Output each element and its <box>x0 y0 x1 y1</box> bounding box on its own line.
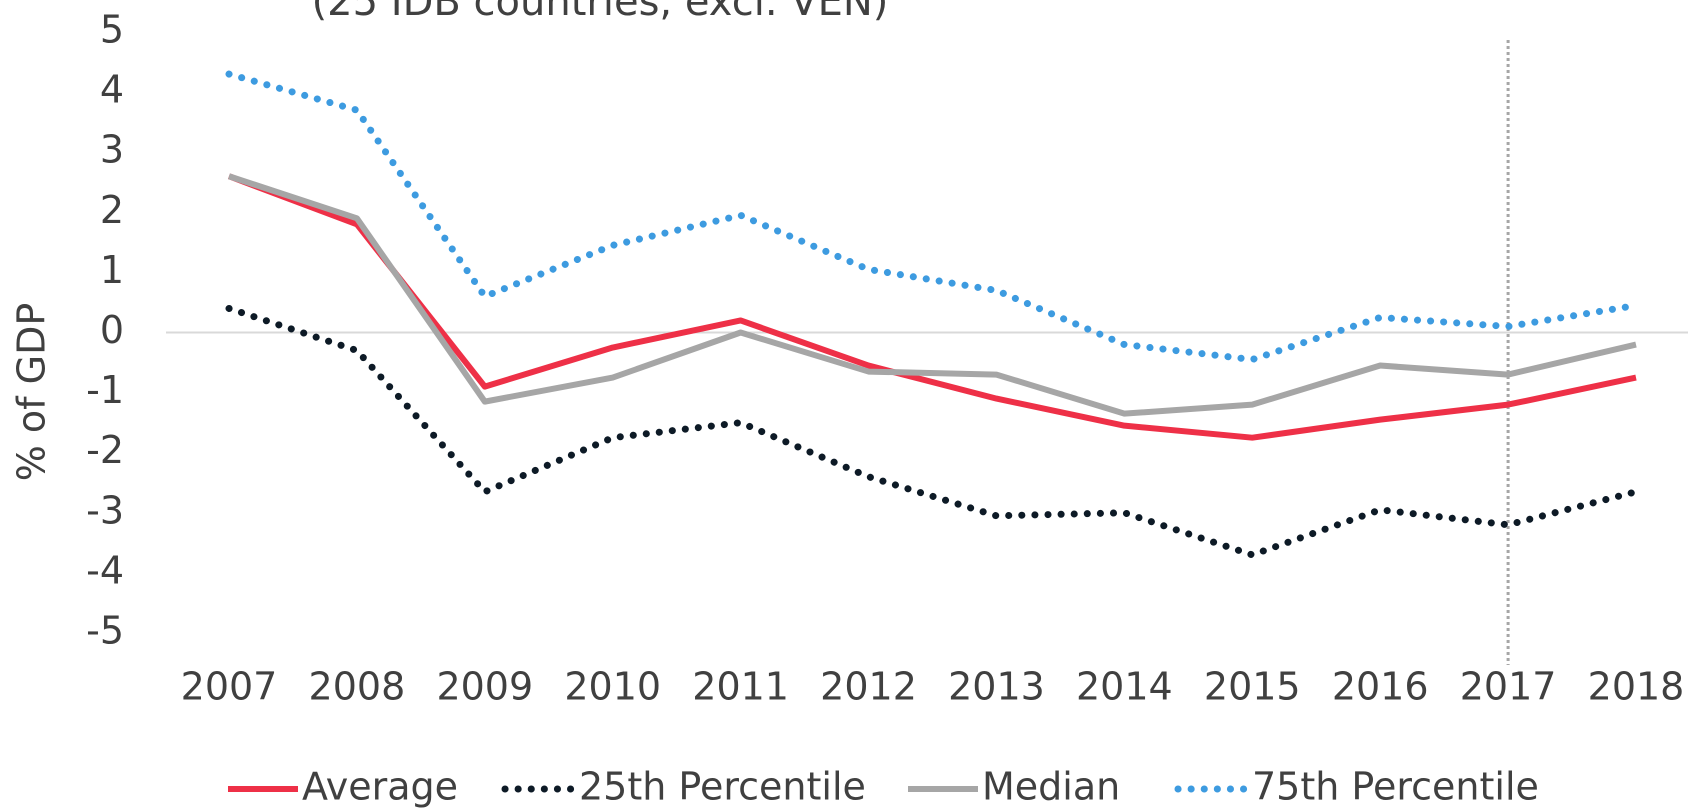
x-tick-label: 2007 <box>181 665 278 709</box>
x-tick-label: 2010 <box>564 665 661 709</box>
series-line <box>228 173 1637 417</box>
x-tick-label: 2013 <box>948 665 1045 709</box>
y-tick-label: -5 <box>86 609 124 653</box>
y-tick-label: 0 <box>100 308 124 352</box>
y-tick-label: 3 <box>100 128 124 172</box>
y-tick-label: 4 <box>100 68 124 112</box>
x-tick-label: 2017 <box>1460 665 1557 709</box>
y-axis-label: % of GDP <box>10 303 54 482</box>
chart-subtitle: (25 IDB countries, excl. VEN) <box>312 0 889 25</box>
y-tick-label: -1 <box>86 368 124 412</box>
x-tick-label: 2015 <box>1204 665 1301 709</box>
x-tick-label: 2018 <box>1588 665 1685 709</box>
legend-label: 75th Percentile <box>1252 765 1539 809</box>
x-tick-label: 2011 <box>692 665 789 709</box>
series-line <box>225 304 1640 559</box>
series-line <box>225 70 1640 364</box>
x-tick-label: 2009 <box>436 665 533 709</box>
y-tick-label: 2 <box>100 188 124 232</box>
y-tick-label: -2 <box>86 428 124 472</box>
legend-label: Median <box>982 765 1120 809</box>
legend-label: 25th Percentile <box>579 765 866 809</box>
series-line <box>227 173 1637 441</box>
y-tick-label: -4 <box>86 548 124 592</box>
x-tick-label: 2012 <box>820 665 917 709</box>
legend-label: Average <box>302 765 458 809</box>
y-tick-label: 1 <box>100 248 124 292</box>
x-tick-label: 2014 <box>1076 665 1173 709</box>
y-tick-label: -3 <box>86 488 124 532</box>
x-tick-label: 2008 <box>309 665 406 709</box>
x-tick-label: 2016 <box>1332 665 1429 709</box>
y-tick-label: 5 <box>100 8 124 52</box>
